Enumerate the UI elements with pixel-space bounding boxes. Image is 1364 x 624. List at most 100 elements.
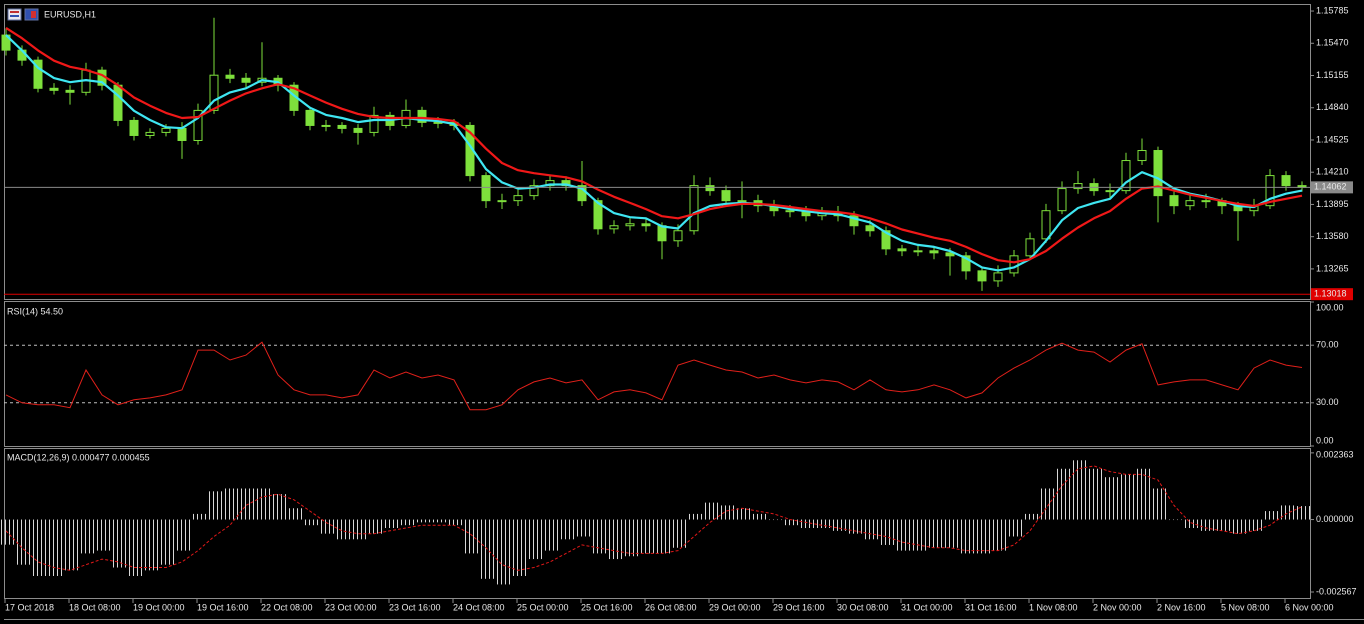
y-tick-label: 1.13895 (1316, 199, 1349, 209)
candle-body (881, 230, 891, 250)
moving-average (5, 26, 1303, 264)
candle-body (65, 89, 75, 93)
macd-bar (446, 519, 462, 526)
x-tick-label: 22 Oct 08:00 (261, 602, 313, 612)
macd-bar (302, 519, 318, 526)
macd-bar (1166, 519, 1182, 521)
candle-body (1, 34, 11, 51)
candle-body (1137, 150, 1147, 162)
macd-title: MACD(12,26,9) 0.000477 0.000455 (7, 452, 150, 462)
candle-body (113, 84, 123, 121)
macd-bar (30, 519, 46, 576)
candle-body (1041, 210, 1051, 240)
candle-body (145, 131, 155, 136)
candle-body (737, 200, 747, 203)
candle-body (657, 225, 667, 242)
price-panel-frame (4, 4, 1311, 300)
price-label-box (1311, 288, 1353, 301)
macd-bar (654, 519, 670, 554)
macd-bar (254, 488, 270, 520)
macd-bar (798, 519, 814, 529)
macd-bar (782, 519, 798, 526)
x-tick-label: 31 Oct 00:00 (901, 602, 953, 612)
candle-body (497, 200, 507, 203)
candle-body (705, 185, 715, 192)
macd-bar (814, 519, 830, 529)
macd-bar (718, 505, 734, 520)
x-tick-label: 23 Oct 16:00 (389, 602, 441, 612)
macd-bar (238, 488, 254, 520)
macd-bar (206, 491, 222, 520)
candle-body (785, 210, 795, 213)
candle-body (481, 175, 491, 202)
candle-body (849, 215, 859, 227)
macd-bar (910, 519, 926, 551)
macd-bar (1070, 460, 1086, 520)
macd-bar (1102, 477, 1118, 520)
x-tick-label: 19 Oct 00:00 (133, 602, 185, 612)
icon-stripe (10, 15, 19, 17)
candle-body (353, 127, 363, 133)
candle-body (625, 223, 635, 227)
macd-bar (734, 508, 750, 520)
macd-bar (526, 519, 542, 560)
candle-body (1009, 255, 1019, 274)
y-tick-label: 0.002363 (1316, 449, 1354, 459)
candle-body (33, 59, 43, 89)
macd-bar (270, 494, 286, 520)
macd-bar (830, 519, 846, 531)
y-tick-label: 70.00 (1316, 340, 1339, 350)
candle-body (609, 225, 619, 230)
candle-body (977, 270, 987, 282)
icon-stripe (31, 11, 36, 18)
candle-body (529, 185, 539, 197)
icon (7, 8, 22, 21)
moving-average (5, 34, 1303, 272)
macd-bar (62, 519, 78, 571)
macd-bar (1278, 505, 1294, 520)
candle-body (129, 119, 139, 136)
y-tick-label: 1.15785 (1316, 5, 1349, 15)
macd-bar (430, 519, 446, 523)
macd-bar (894, 519, 910, 551)
price-label-box (1311, 181, 1353, 194)
y-tick-label: 1.14210 (1316, 167, 1349, 177)
macd-bar (78, 519, 94, 554)
macd-bar (974, 519, 990, 554)
candle-body (1121, 160, 1131, 192)
candle-body (369, 114, 379, 133)
x-tick-label: 29 Oct 16:00 (773, 602, 825, 612)
x-tick-label: 30 Oct 08:00 (837, 602, 889, 612)
macd-bar (878, 519, 894, 545)
macd-bar (638, 519, 654, 554)
macd-bar (1182, 519, 1198, 529)
candle-body (337, 124, 347, 129)
candle-body (225, 74, 235, 79)
macd-bar (1118, 474, 1134, 520)
macd-bar (702, 502, 718, 520)
macd-bar (414, 519, 430, 523)
y-tick-label: 1.14840 (1316, 102, 1349, 112)
chart-title: EURUSD,H1 (44, 9, 96, 19)
macd-bar (174, 519, 190, 551)
macd-bar (318, 519, 334, 534)
x-tick-label: 2 Nov 16:00 (1157, 602, 1206, 612)
candle-body (1105, 190, 1115, 193)
candle-body (913, 250, 923, 253)
candle-body (689, 185, 699, 232)
macd-bar (558, 519, 574, 540)
y-tick-label: -0.002567 (1316, 586, 1357, 596)
candle-body (1201, 200, 1211, 203)
candle-body (641, 223, 651, 227)
candle-body (593, 200, 603, 230)
candle-body (929, 250, 939, 254)
symbol-icons (7, 8, 39, 21)
x-tick-label: 6 Nov 00:00 (1285, 602, 1334, 612)
macd-bar (1022, 513, 1038, 520)
y-tick-label: 0.00 (1316, 435, 1334, 445)
candle-body (241, 77, 251, 83)
macd-bar (382, 519, 398, 529)
price-label: 1.14062 (1314, 182, 1347, 192)
macd-bar (286, 508, 302, 520)
